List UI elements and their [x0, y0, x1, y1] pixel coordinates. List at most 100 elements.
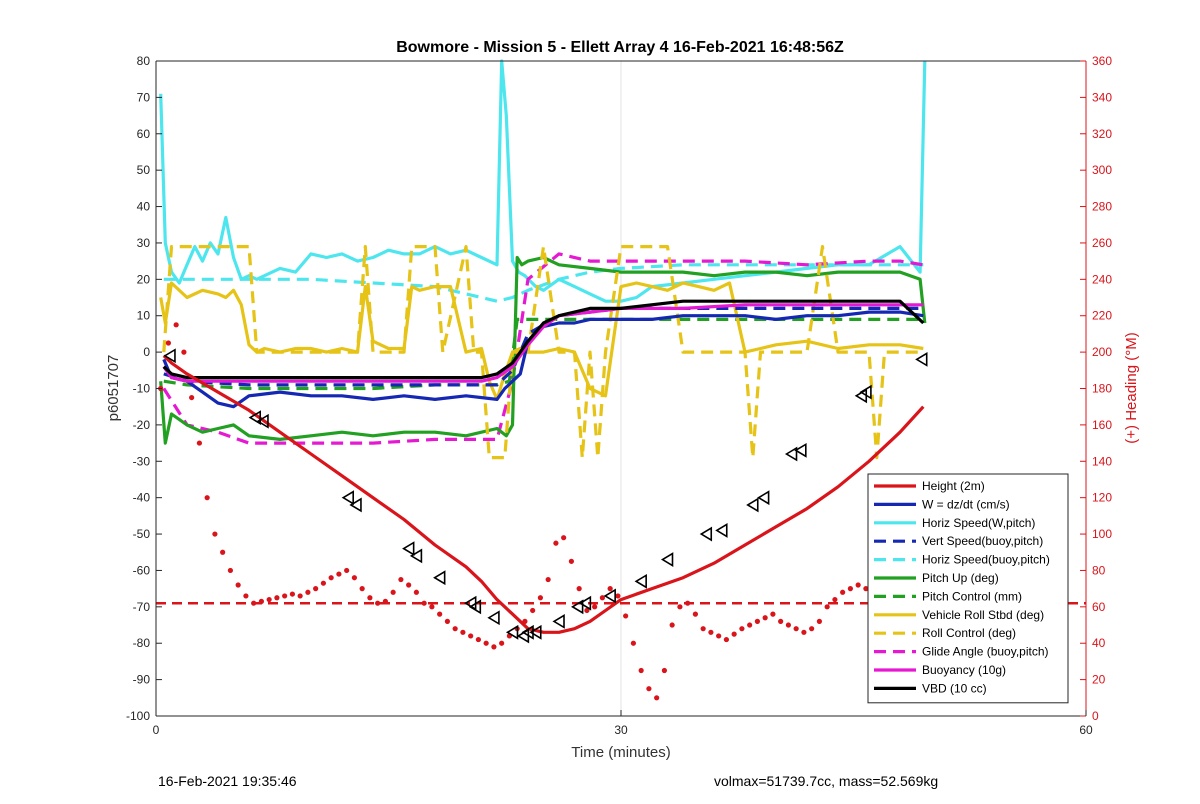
heading-point	[785, 622, 792, 628]
height-marker	[784, 446, 798, 462]
legend: Height (2m) W = dz/dt (cm/s) Horiz Speed(W…	[867, 473, 1069, 704]
height-marker	[433, 570, 446, 586]
height-marker	[468, 599, 482, 615]
y-tick-label: 20	[137, 272, 151, 286]
height-marker	[915, 351, 928, 367]
heading-point	[305, 589, 311, 595]
y2-tick-label: 180	[1092, 382, 1112, 396]
heading-point	[654, 695, 660, 701]
heading-point	[615, 593, 621, 599]
height-marker	[578, 595, 592, 611]
heading-point	[731, 631, 737, 637]
series-line-10	[162, 303, 924, 383]
height-marker	[699, 526, 713, 542]
height-marker	[505, 624, 519, 640]
height-marker	[794, 442, 807, 458]
legend-entry: Glide Angle (buoy,pitch)	[922, 645, 1049, 659]
heading-point	[468, 633, 474, 639]
heading-point	[584, 607, 590, 614]
y-tick-label: -50	[133, 527, 151, 541]
y2-tick-label: 340	[1092, 90, 1112, 104]
legend-entry: Pitch Control (mm)	[922, 589, 1022, 603]
y2-tick-label: 240	[1092, 272, 1112, 286]
heading-point	[212, 531, 218, 537]
heading-point	[747, 622, 753, 628]
y-tick-label: -40	[133, 491, 151, 505]
heading-point	[816, 618, 823, 624]
footer-volmax-mass: volmax=51739.7cc, mass=52.569kg	[714, 773, 939, 789]
tick-labels: -100-90-80-70-60-50-40-30-20-10010203040…	[126, 54, 1112, 737]
heading-point	[530, 607, 536, 614]
heading-point	[561, 535, 567, 541]
y-tick-label: 0	[143, 345, 150, 359]
height-marker	[409, 548, 423, 564]
heading-point	[522, 618, 528, 624]
legend-entry: Buoyancy (10g)	[922, 663, 1006, 677]
heading-point	[801, 629, 807, 635]
heading-point	[189, 394, 195, 401]
height-marker	[715, 523, 728, 538]
x-tick-label: 60	[1079, 723, 1093, 737]
heading-point	[568, 558, 575, 564]
heading-point	[235, 582, 241, 588]
heading-point	[437, 611, 443, 617]
heading-point	[313, 586, 319, 592]
series-line-7	[159, 281, 924, 401]
heading-point	[375, 600, 381, 606]
heading-point	[227, 567, 233, 574]
height-marker	[746, 497, 759, 513]
heading-point	[576, 586, 582, 592]
y-tick-label: 30	[137, 236, 151, 250]
height-markers	[163, 348, 928, 644]
y-tick-label: -10	[133, 382, 151, 396]
heading-point	[863, 586, 869, 592]
heading-point	[692, 611, 699, 617]
heading-point	[165, 340, 171, 346]
y-tick-label: 50	[137, 163, 151, 177]
heading-point	[452, 626, 458, 632]
heading-point	[282, 593, 288, 599]
heading-point	[824, 604, 830, 610]
y-tick-label: 60	[137, 127, 151, 141]
y-tick-label: -70	[133, 600, 151, 614]
heading-point	[832, 596, 838, 603]
height-marker	[757, 490, 770, 506]
heading-point	[778, 618, 784, 624]
y-tick-label: -60	[133, 563, 151, 577]
height-marker	[349, 497, 362, 513]
heading-point	[499, 640, 505, 646]
y-tick-label: -90	[133, 673, 151, 687]
series-line-3	[163, 306, 924, 387]
heading-point	[413, 589, 419, 595]
height-marker	[256, 413, 269, 429]
y2-tick-label: 320	[1092, 127, 1112, 141]
height-marker	[402, 541, 415, 557]
y2-tick-label: 100	[1092, 527, 1112, 541]
y-tick-label: 40	[137, 200, 151, 214]
heading-point	[793, 626, 799, 632]
y2-tick-label: 0	[1092, 709, 1099, 723]
series-line-9	[162, 252, 924, 445]
y-tick-label: -100	[126, 709, 150, 723]
heading-points	[158, 322, 900, 701]
y2-tick-label: 60	[1092, 600, 1106, 614]
legend-entry: W = dz/dt (cm/s)	[922, 497, 1010, 511]
y2-tick-label: 160	[1092, 418, 1112, 432]
heading-point	[429, 604, 435, 610]
heading-point	[328, 575, 334, 581]
heading-point	[840, 589, 846, 595]
heading-point	[855, 582, 861, 588]
heading-point	[220, 549, 226, 555]
heading-point	[289, 591, 295, 597]
heading-point	[475, 636, 481, 643]
heading-point	[382, 598, 388, 604]
heading-point	[251, 600, 257, 606]
legend-entry: Vehicle Roll Stbd (deg)	[922, 608, 1044, 622]
heading-point	[406, 582, 412, 588]
y-tick-label: -80	[133, 636, 151, 650]
legend-entry: Roll Control (deg)	[922, 626, 1016, 640]
legend-entry: Pitch Up (deg)	[922, 571, 999, 585]
x-tick-label: 30	[614, 723, 628, 737]
heading-point	[685, 600, 691, 606]
